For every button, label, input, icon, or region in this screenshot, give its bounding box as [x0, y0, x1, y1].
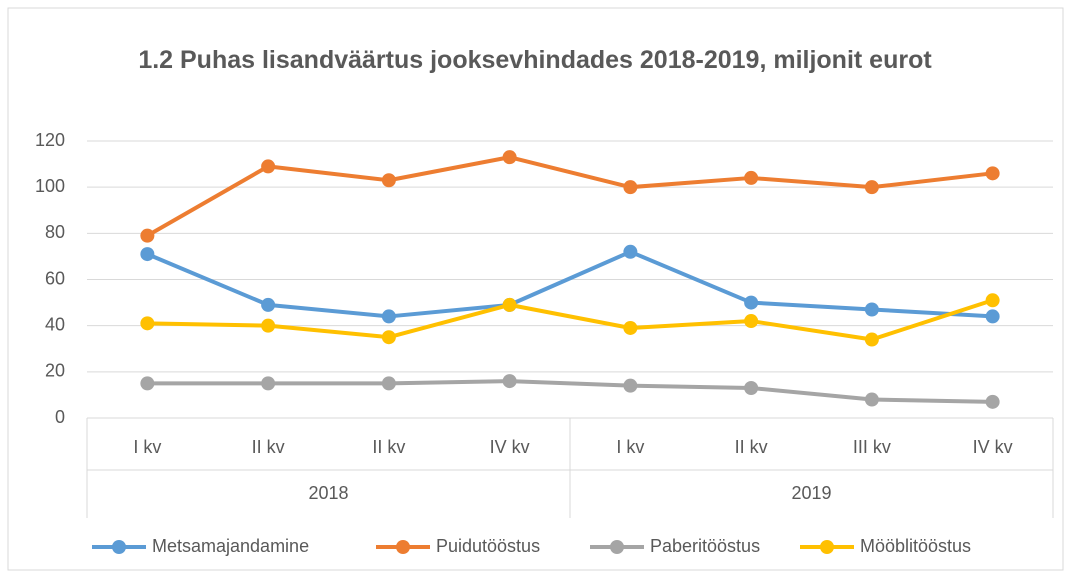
legend-label: Metsamajandamine	[152, 536, 309, 556]
x-tick-label: IV kv	[490, 437, 530, 457]
data-point	[985, 166, 1000, 181]
group-label: 2019	[791, 483, 831, 503]
data-point	[140, 228, 155, 243]
legend-label: Puidutööstus	[436, 536, 540, 556]
x-tick-label: II kv	[735, 437, 768, 457]
data-point	[261, 297, 276, 312]
data-point	[744, 295, 759, 310]
x-tick-label: II kv	[372, 437, 405, 457]
data-point	[381, 330, 396, 345]
data-point	[140, 247, 155, 262]
y-tick-label: 120	[35, 130, 65, 150]
data-point	[985, 394, 1000, 409]
series-line	[147, 298, 994, 342]
x-tick-label: IV kv	[973, 437, 1013, 457]
x-tick-label: II kv	[252, 437, 285, 457]
legend-marker	[820, 540, 834, 554]
data-point	[864, 332, 879, 347]
data-point	[864, 392, 879, 407]
data-point	[381, 173, 396, 188]
y-tick-label: 0	[55, 407, 65, 427]
data-point	[623, 180, 638, 195]
x-tick-label: I kv	[133, 437, 161, 457]
data-point	[381, 309, 396, 324]
data-point	[261, 318, 276, 333]
data-point	[864, 302, 879, 317]
data-point	[502, 374, 517, 389]
data-point	[744, 314, 759, 329]
x-tick-label: I kv	[616, 437, 644, 457]
series-line	[146, 155, 993, 238]
y-tick-label: 60	[45, 268, 65, 288]
data-point	[744, 380, 759, 395]
legend-marker	[396, 540, 410, 554]
legend-label: Mööblitööstus	[860, 536, 971, 556]
data-point	[623, 378, 638, 393]
data-point	[261, 159, 276, 174]
series-line	[146, 249, 993, 319]
data-point	[864, 180, 879, 195]
y-tick-label: 20	[45, 361, 65, 381]
data-point	[623, 320, 638, 335]
y-tick-label: 40	[45, 314, 65, 334]
legend-marker	[112, 540, 126, 554]
data-point	[744, 170, 759, 185]
chart-border	[7, 7, 1064, 571]
legend-label: Paberitööstus	[650, 536, 760, 556]
data-point	[623, 244, 638, 259]
data-point	[502, 150, 517, 165]
y-tick-label: 80	[45, 222, 65, 242]
data-point	[140, 316, 155, 331]
x-tick-label: III kv	[853, 437, 891, 457]
data-point	[985, 309, 1000, 324]
chart-title: 1.2 Puhas lisandväärtus jooksevhindades …	[138, 46, 932, 74]
data-point	[140, 376, 155, 391]
y-tick-label: 100	[35, 176, 65, 196]
data-point	[381, 376, 396, 391]
series-line	[147, 379, 993, 404]
data-point	[985, 293, 1000, 308]
data-point	[261, 376, 276, 391]
legend-marker	[610, 540, 624, 554]
data-point	[502, 297, 517, 312]
group-label: 2018	[308, 483, 348, 503]
